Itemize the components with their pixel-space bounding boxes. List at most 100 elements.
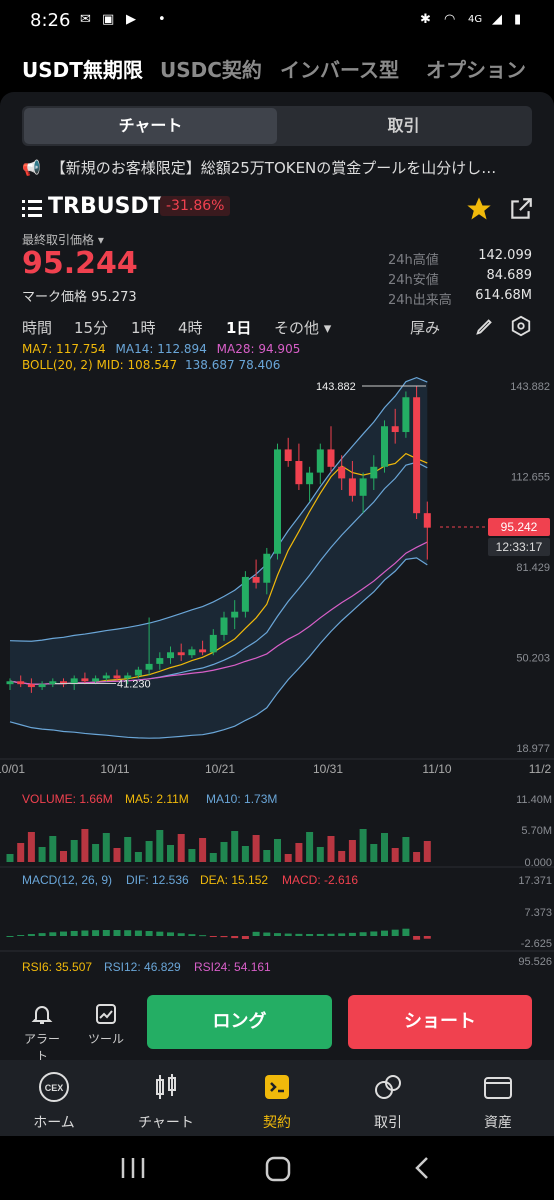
volume-bar [231, 831, 239, 862]
boll-legend: BOLL(20, 2) MID: 108.547 138.687 78.406 [22, 358, 280, 372]
cex-icon: CEX [39, 1072, 69, 1102]
segment-chart[interactable]: チャート [24, 108, 277, 144]
interval-4h[interactable]: 4時 [178, 319, 203, 337]
candle-body [70, 678, 78, 685]
macd-bar [27, 934, 35, 936]
tab-usdt-perp[interactable]: USDT無期限 [22, 58, 143, 82]
macd-bar [167, 932, 174, 936]
nav-assets[interactable]: 資産 [448, 1070, 548, 1132]
segment-trade[interactable]: 取引 [387, 116, 420, 135]
share-icon[interactable] [508, 196, 534, 222]
volume-bar [6, 854, 14, 862]
menu-icon[interactable] [22, 199, 42, 217]
macd-bar [81, 930, 89, 936]
candle-body [188, 649, 196, 656]
current-price-tag [488, 517, 550, 536]
interval-time[interactable]: 時間 [22, 319, 53, 337]
home-icon[interactable] [264, 1155, 292, 1183]
macd-tick: 7.373 [524, 907, 552, 919]
macd-bar [274, 933, 281, 936]
rsi6-value: RSI6: 35.507 [22, 960, 92, 974]
alert-label[interactable]: アラート [23, 1032, 60, 1063]
symbol-name[interactable]: TRBUSDT [48, 194, 164, 219]
interval-1h[interactable]: 1時 [131, 319, 156, 337]
candle-body [145, 663, 153, 670]
candle-body [209, 634, 217, 653]
megaphone-icon: 📢 [22, 159, 41, 177]
macd-bar [113, 930, 121, 936]
volume-bar [209, 853, 217, 862]
volume-bar [370, 844, 378, 862]
tab-options[interactable]: オプション [426, 58, 526, 82]
wallet-icon [484, 1077, 512, 1099]
contract-icon [265, 1075, 289, 1099]
macd-bar [156, 931, 164, 936]
x-tick-label: 10/31 [313, 762, 343, 776]
trade-icon [375, 1075, 401, 1099]
price-chart[interactable]: 143.882 112.655 81.429 50.203 18.977 143.882 4… [0, 376, 554, 986]
volume-bar [134, 852, 142, 862]
network-label: 4G [468, 14, 483, 25]
candle-body [38, 684, 46, 688]
volume-bar [274, 839, 281, 862]
star-icon[interactable] [465, 195, 493, 223]
candle-body [60, 681, 67, 685]
macd-bar [199, 935, 207, 937]
mark-price: マーク価格 95.273 [22, 290, 137, 305]
tab-usdc[interactable]: USDC契約 [160, 58, 262, 82]
tool-icon[interactable] [94, 1002, 118, 1026]
volume-tick: 11.40M [516, 794, 552, 806]
candle-body [177, 652, 185, 656]
change-badge: -31.86% [160, 196, 231, 216]
short-button[interactable]: ショート [348, 995, 532, 1049]
last-price: 95.244 [22, 246, 138, 281]
volume-bar [38, 847, 46, 862]
macd-bar [338, 933, 346, 936]
nav-home[interactable]: CEX ホーム [4, 1070, 104, 1132]
promo-banner[interactable]: 📢 【新規のお客様限定】総額25万TOKENの賞金プールを山分けし… [22, 157, 537, 181]
bell-icon[interactable] [30, 1002, 54, 1026]
macd-bar [134, 930, 142, 936]
nav-chart[interactable]: チャート [116, 1070, 216, 1132]
macd-bar [60, 931, 67, 936]
volume-bar [348, 840, 356, 862]
settings-icon[interactable] [510, 315, 532, 337]
macd-bar [381, 930, 388, 936]
nav-trade[interactable]: 取引 [338, 1070, 438, 1132]
ma7-value: MA7: 117.754 [22, 342, 106, 356]
volume-tick: 0.000 [524, 857, 552, 869]
macd-bar [316, 933, 324, 936]
volume-bar [263, 850, 271, 862]
nav-contract[interactable]: 契約 [227, 1070, 327, 1132]
recent-apps-icon[interactable] [120, 1156, 146, 1180]
back-icon[interactable] [412, 1155, 432, 1181]
volume-bar [60, 851, 67, 862]
x-tick-label: 10/11 [100, 762, 129, 776]
candle-icon [156, 1074, 176, 1099]
tool-label[interactable]: ツール [87, 1032, 124, 1046]
macd-bar [348, 932, 356, 936]
candle-body [381, 426, 388, 467]
clock: 8:26 [30, 10, 71, 31]
volume-bar [413, 852, 421, 862]
interval-15m[interactable]: 15分 [74, 319, 109, 337]
candle-body [81, 678, 89, 682]
candle-body [17, 681, 25, 685]
long-button[interactable]: ロング [147, 995, 332, 1049]
macd-tick: 17.371 [518, 875, 552, 887]
stat-high-label: 24h高値 [388, 253, 439, 268]
macd-bar [49, 932, 57, 936]
ma-legend: MA7: 117.754 MA14: 112.894 MA28: 94.905 [22, 342, 300, 356]
nav-assets-label: 資産 [484, 1115, 512, 1131]
low-label: 41.230 [117, 679, 151, 691]
last-price-label[interactable]: 最終取引価格 ▾ [22, 233, 104, 247]
tab-inverse[interactable]: インバース型 [280, 58, 399, 82]
pencil-icon[interactable] [474, 315, 496, 337]
volume-bar [156, 830, 164, 862]
depth-button[interactable]: 厚み [410, 319, 441, 337]
interval-1d[interactable]: 1日 [226, 319, 252, 337]
candle-body [156, 658, 164, 664]
candle-body [348, 478, 356, 496]
interval-more[interactable]: その他 ▾ [274, 319, 332, 337]
x-tick-label: 10/21 [205, 762, 235, 776]
